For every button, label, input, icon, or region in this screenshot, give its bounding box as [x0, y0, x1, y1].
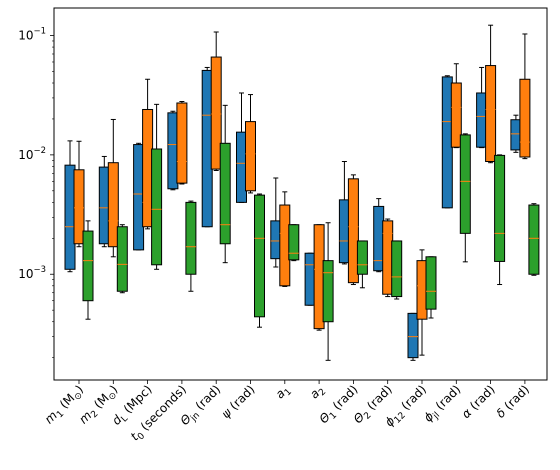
box	[116, 226, 128, 292]
box	[425, 256, 437, 310]
box	[82, 230, 94, 302]
y-tick-label: 10−3	[18, 265, 46, 281]
box	[450, 82, 462, 148]
x-tick-label: ψ (rad)	[219, 382, 258, 421]
box	[151, 148, 163, 266]
box	[254, 194, 265, 318]
box	[219, 142, 231, 245]
box	[391, 240, 403, 298]
box	[322, 260, 334, 323]
plot-frame	[53, 7, 548, 381]
box	[459, 134, 471, 234]
box	[347, 178, 359, 284]
box	[288, 224, 300, 261]
box	[245, 121, 256, 192]
x-tick-label: m1 (M⊙)	[42, 382, 88, 428]
box	[494, 154, 506, 262]
box	[185, 201, 197, 275]
box	[519, 78, 531, 158]
box	[176, 102, 188, 184]
box	[356, 240, 368, 275]
x-tick-label: α (rad)	[459, 382, 498, 421]
x-tick-label: ϕjl (rad)	[421, 382, 466, 427]
box	[485, 65, 497, 162]
box	[107, 162, 119, 248]
box	[528, 204, 540, 275]
y-tick-label: 10−2	[18, 146, 46, 162]
box	[407, 312, 419, 359]
box	[73, 169, 85, 245]
y-tick-label: 10−1	[18, 27, 46, 43]
box	[210, 56, 222, 170]
x-tick-label: δ (rad)	[494, 382, 532, 420]
x-tick-label: a1	[273, 382, 294, 403]
x-tick-label: a2	[307, 382, 328, 403]
